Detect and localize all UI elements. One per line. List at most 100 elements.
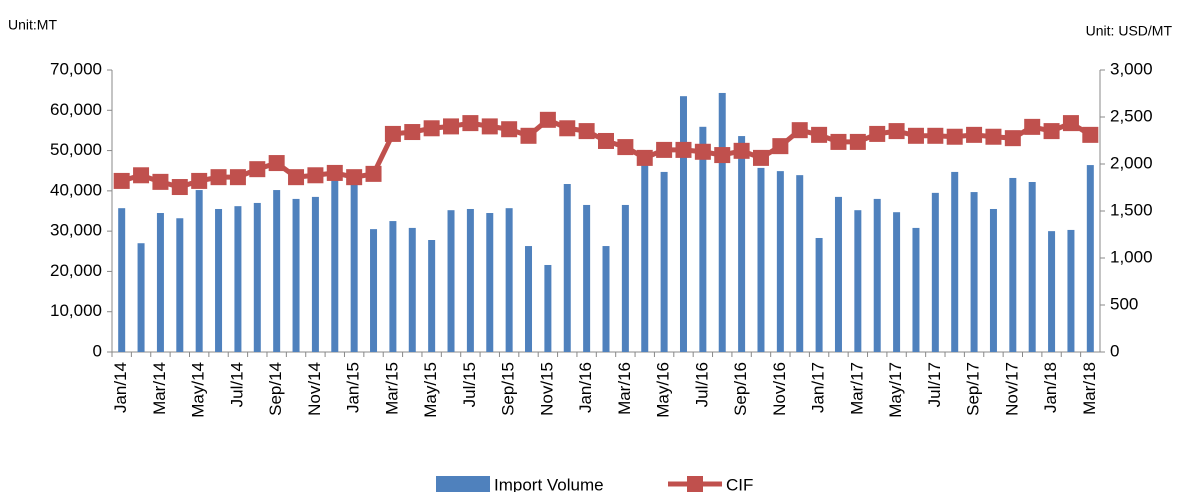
bar [873,198,881,352]
bar [563,184,571,352]
bar [486,213,494,352]
bar [989,208,997,352]
marker [830,133,847,150]
x-tick-label: Nov/14 [305,362,324,416]
marker [927,127,944,144]
x-tick-label: Jan/18 [1041,362,1060,413]
legend-swatch [436,476,490,492]
bar [234,206,242,352]
bar [834,196,842,352]
marker [694,143,711,160]
x-tick-label: Mar/16 [615,362,634,415]
marker [559,120,576,137]
bar [273,190,281,352]
marker [869,125,886,142]
bar [815,237,823,352]
y-tick-label: 10,000 [50,301,102,320]
bar [641,165,649,352]
legend-label: Import Volume [494,475,604,492]
bar [215,208,223,352]
y-tick-label: 60,000 [50,100,102,119]
bar [331,179,339,352]
marker [617,139,634,156]
marker [326,164,343,181]
x-tick-label: Mar/17 [847,362,866,415]
marker [539,111,556,128]
bar [660,171,668,352]
marker [656,141,673,158]
y-tick-label: 70,000 [50,59,102,78]
y2-tick-label: 2,500 [1110,106,1153,125]
x-tick-label: May/16 [654,362,673,418]
marker [133,167,150,184]
y-axis-unit: Unit:MT [8,17,57,33]
bar [757,167,765,352]
marker [346,169,363,186]
bar [447,210,455,352]
bar [525,246,533,352]
y2-axis-unit: Unit: USD/MT [1086,23,1173,39]
bar [311,196,319,352]
marker [152,173,169,190]
bar [718,92,726,352]
marker [520,127,537,144]
marker [966,126,983,143]
bar [970,192,978,352]
y2-tick-label: 0 [1110,341,1119,360]
bar [912,227,920,352]
bar [602,246,610,352]
y2-tick-label: 2,000 [1110,153,1153,172]
x-tick-label: Jan/15 [344,362,363,413]
marker [268,155,285,172]
x-tick-label: Jan/16 [576,362,595,413]
marker [1062,115,1079,132]
bar [137,243,145,352]
marker [171,179,188,196]
x-tick-label: Sep/15 [499,362,518,416]
bar [679,96,687,352]
x-tick-label: Jul/17 [925,362,944,407]
bar [156,213,164,352]
x-tick-label: May/17 [886,362,905,418]
y2-tick-label: 1,500 [1110,200,1153,219]
bar [350,184,358,352]
marker [404,124,421,141]
marker [384,125,401,142]
bar [370,229,378,352]
marker [481,118,498,135]
x-tick-label: Mar/15 [382,362,401,415]
line [120,116,1092,190]
marker [443,118,460,135]
y-tick-label: 30,000 [50,221,102,240]
bar [253,202,261,352]
marker [1082,126,1099,143]
bar [1086,165,1094,352]
legend-swatch [687,476,703,492]
marker [985,128,1002,145]
bar [408,227,416,352]
bar [389,221,397,352]
x-tick-label: Nov/16 [770,362,789,416]
bar [544,264,552,352]
bar [738,136,746,352]
marker [907,127,924,144]
marker [365,165,382,182]
marker [578,123,595,140]
x-tick-label: May/14 [189,362,208,418]
marker [772,138,789,155]
bar [1067,229,1075,352]
x-tick-label: Sep/14 [266,362,285,416]
marker [113,172,130,189]
marker [791,122,808,139]
bar [583,204,591,352]
y-tick-label: 40,000 [50,180,102,199]
marker [307,167,324,184]
bar [776,171,784,352]
marker [249,161,266,178]
marker [946,128,963,145]
marker [501,121,518,138]
bar [505,208,513,352]
marker [288,169,305,186]
bar [1028,181,1036,352]
